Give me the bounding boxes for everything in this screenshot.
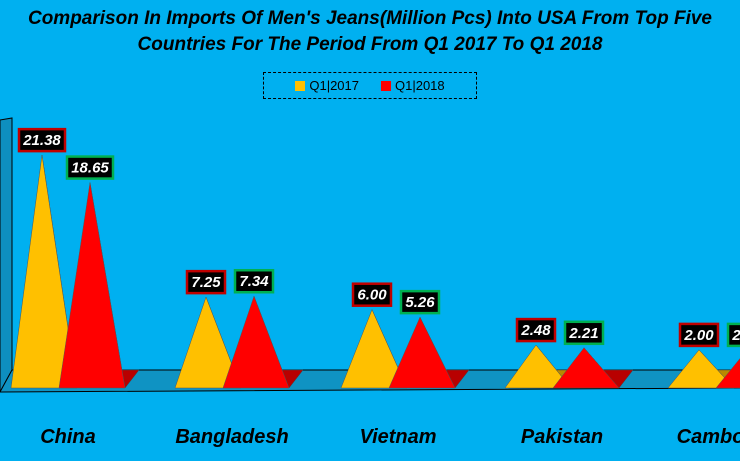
- legend-label-q1-2018: Q1|2018: [395, 78, 445, 93]
- data-label-box-cambodia-2018: [726, 322, 740, 348]
- category-label-vietnam: Vietnam: [359, 426, 436, 448]
- pyramid-front-vietnam-2017: [340, 309, 408, 389]
- legend-swatch-q1-2018: [381, 80, 391, 91]
- pyramid-front-bangladesh-2017: [174, 296, 242, 389]
- legend-item-q1-2018: Q1|2018: [381, 78, 445, 93]
- data-label-box-vietnam-2017: [351, 282, 393, 307]
- data-label-pakistan-2018: 2.21: [568, 325, 598, 342]
- data-label-box-vietnam-2018: [399, 289, 441, 315]
- chart-title: Comparison In Imports Of Men's Jeans(Mil…: [0, 6, 740, 58]
- data-label-bangladesh-2018: 7.34: [239, 273, 269, 290]
- chart-title-line1: Comparison In Imports Of Men's Jeans(Mil…: [27, 8, 712, 29]
- data-label-china-2017: 21.38: [22, 132, 61, 149]
- data-label-box-china-2017: [17, 127, 67, 153]
- data-label-box-bangladesh-2017: [185, 269, 227, 295]
- data-label-box-cambodia-2017: [678, 322, 720, 348]
- pyramid-front-china-2017: [10, 155, 78, 389]
- pyramid-front-china-2018: [58, 182, 126, 389]
- legend-label-q1-2017: Q1|2017: [309, 78, 359, 93]
- data-label-vietnam-2018: 5.26: [405, 294, 435, 311]
- data-label-box-china-2018: [65, 155, 115, 180]
- pyramid-front-pakistan-2018: [552, 347, 620, 389]
- chart-title-line2: Countries For The Period From Q1 2017 To…: [137, 34, 603, 55]
- data-label-bangladesh-2017: 7.25: [191, 274, 221, 291]
- category-label-pakistan: Pakistan: [521, 426, 603, 448]
- legend-swatch-q1-2017: [295, 80, 306, 91]
- pyramid-front-bangladesh-2018: [222, 295, 290, 389]
- data-label-cambodia-2018: 2.00: [731, 327, 740, 344]
- data-label-vietnam-2017: 6.00: [357, 287, 387, 304]
- data-label-box-pakistan-2017: [515, 317, 557, 343]
- chart-legend: Q1|2017 Q1|2018: [263, 72, 477, 99]
- plot-back-wall: [0, 117, 13, 393]
- data-label-cambodia-2017: 2.00: [683, 327, 714, 344]
- category-label-bangladesh: Bangladesh: [175, 426, 288, 448]
- pyramid-front-cambodia-2018: [715, 358, 740, 389]
- data-label-box-pakistan-2018: [563, 320, 605, 346]
- pyramid-front-vietnam-2018: [388, 316, 456, 389]
- pyramid-front-pakistan-2017: [504, 344, 572, 389]
- data-label-china-2018: 18.65: [71, 160, 109, 177]
- data-label-pakistan-2017: 2.48: [520, 322, 551, 339]
- pyramid-front-cambodia-2017: [667, 349, 735, 389]
- data-label-box-bangladesh-2018: [233, 268, 275, 294]
- legend-item-q1-2017: Q1|2017: [295, 78, 359, 93]
- category-label-cambodia: Cambodia: [677, 426, 740, 448]
- category-label-china: China: [40, 426, 96, 448]
